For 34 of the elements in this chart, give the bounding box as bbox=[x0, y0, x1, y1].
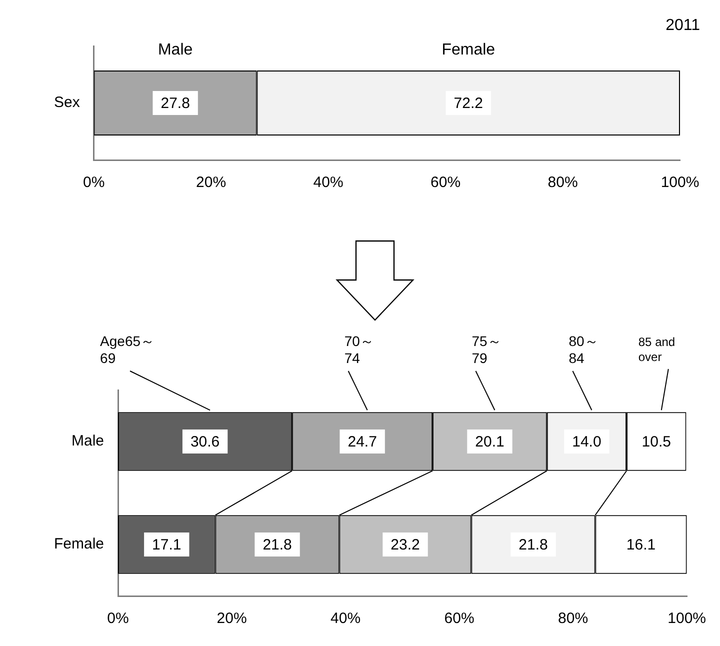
x-tick-label: 40% bbox=[330, 610, 361, 628]
data-label: 72.2 bbox=[454, 95, 483, 112]
x-tick-label: 60% bbox=[444, 610, 474, 628]
x-tick-label: 80% bbox=[558, 610, 588, 628]
series-label: Male bbox=[158, 42, 193, 59]
text: 2011 bbox=[666, 17, 700, 34]
text: 80～ 84 bbox=[568, 333, 598, 366]
data-label: 21.8 bbox=[262, 536, 292, 554]
data-label: 14.0 bbox=[572, 434, 602, 451]
x-tick-label: 40% bbox=[313, 174, 344, 192]
y-tick-label: Sex bbox=[54, 94, 80, 112]
data-label: 17.1 bbox=[152, 536, 182, 554]
text: 85 and over bbox=[638, 335, 676, 364]
text: Age65～ 69 bbox=[100, 333, 155, 366]
x-tick-label: 80% bbox=[548, 174, 578, 192]
x-tick-label: 100% bbox=[668, 610, 706, 628]
data-label: 20.1 bbox=[475, 434, 504, 451]
text: 75～ 79 bbox=[472, 333, 502, 366]
text: 70～ 74 bbox=[344, 333, 374, 366]
x-tick-label: 60% bbox=[430, 174, 461, 192]
data-label: 24.7 bbox=[348, 434, 377, 451]
data-label: 10.5 bbox=[642, 434, 671, 451]
x-tick-label: 20% bbox=[216, 610, 247, 628]
y-tick-label: Female bbox=[54, 536, 104, 553]
data-label: 21.8 bbox=[518, 536, 548, 554]
data-label: 27.8 bbox=[160, 95, 190, 112]
data-label: 30.6 bbox=[190, 434, 220, 451]
x-tick-label: 20% bbox=[196, 174, 226, 192]
data-label: 23.2 bbox=[390, 536, 420, 554]
x-tick-label: 0% bbox=[83, 174, 105, 192]
data-label: 16.1 bbox=[626, 536, 656, 554]
x-tick-label: 0% bbox=[107, 610, 129, 628]
x-tick-label: 100% bbox=[660, 174, 700, 192]
series-label: Female bbox=[442, 42, 496, 59]
